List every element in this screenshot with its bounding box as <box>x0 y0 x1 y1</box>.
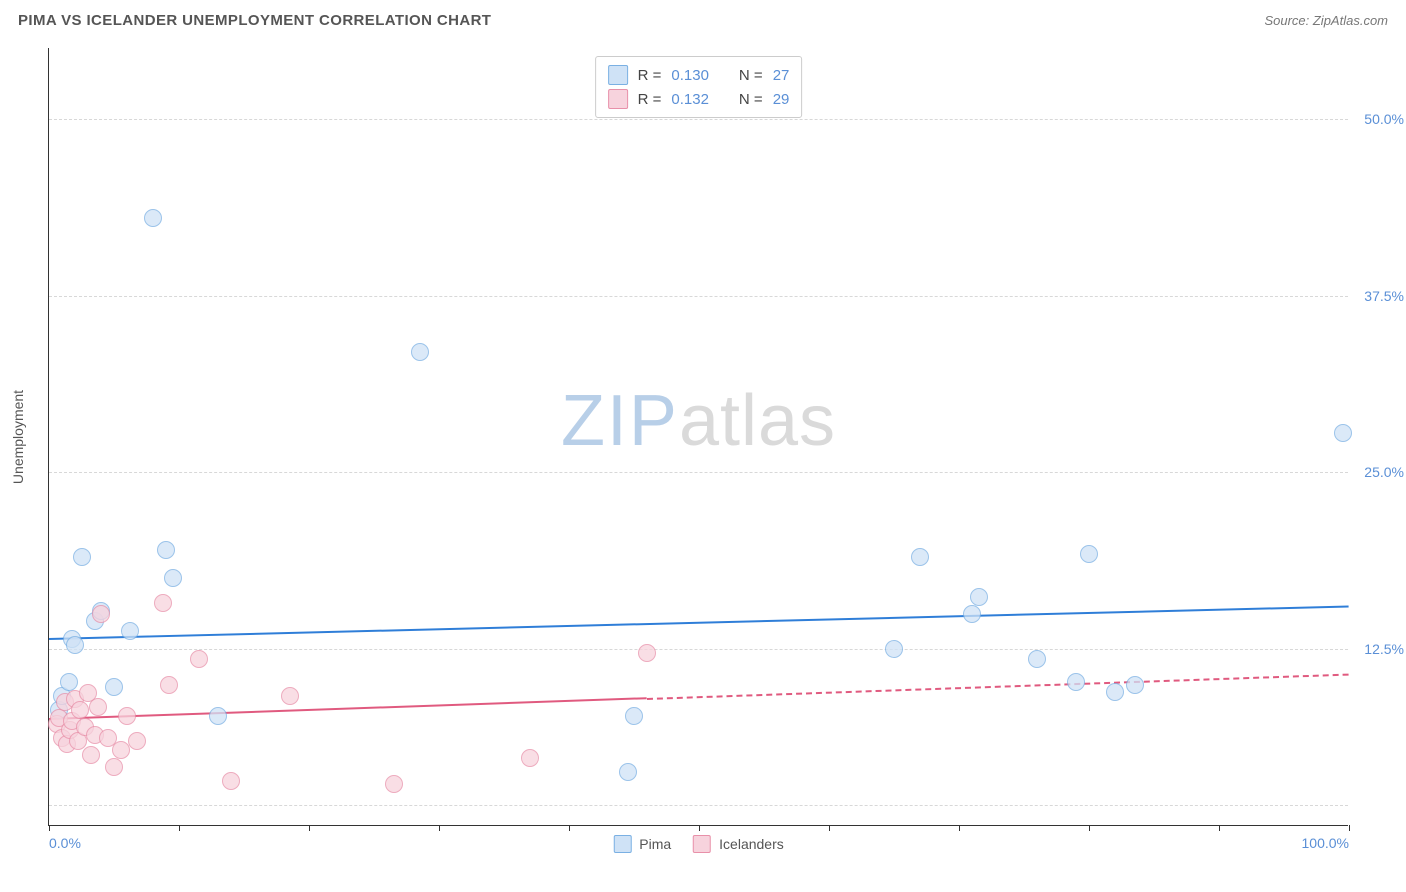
plot-region: ZIPatlas R =0.130N =27R =0.132N =29 Pima… <box>48 48 1348 826</box>
legend-series-item: Pima <box>613 835 671 853</box>
gridline <box>49 119 1348 120</box>
data-point-icelanders <box>128 732 146 750</box>
data-point-pima <box>1126 676 1144 694</box>
x-tick <box>959 825 960 831</box>
watermark: ZIPatlas <box>561 380 836 462</box>
legend-swatch <box>613 835 631 853</box>
legend-correlation: R = 0.130 N = 27 R = 0.132 N = 29 <box>595 56 803 118</box>
gridline <box>49 472 1348 473</box>
data-point-pima <box>157 541 175 559</box>
x-tick <box>1219 825 1220 831</box>
chart-area: Unemployment ZIPatlas R =0.130N =27R =0.… <box>48 48 1348 826</box>
legend-series-label: Icelanders <box>719 836 784 852</box>
legend-swatch <box>608 65 628 85</box>
data-point-icelanders <box>190 650 208 668</box>
legend-n-label: N = <box>739 67 763 84</box>
legend-swatch <box>693 835 711 853</box>
data-point-pima <box>1106 683 1124 701</box>
chart-title: PIMA VS ICELANDER UNEMPLOYMENT CORRELATI… <box>18 12 491 29</box>
x-tick <box>829 825 830 831</box>
data-point-icelanders <box>154 594 172 612</box>
data-point-pima <box>970 588 988 606</box>
data-point-pima <box>625 707 643 725</box>
data-point-icelanders <box>160 676 178 694</box>
data-point-pima <box>66 636 84 654</box>
data-point-icelanders <box>222 772 240 790</box>
data-point-pima <box>885 640 903 658</box>
data-point-icelanders <box>118 707 136 725</box>
legend-swatch <box>608 89 628 109</box>
trend-line-icelanders-dashed <box>647 673 1349 699</box>
data-point-icelanders <box>105 758 123 776</box>
y-axis-label: Unemployment <box>10 390 26 484</box>
data-point-pima <box>209 707 227 725</box>
legend-series-item: Icelanders <box>693 835 784 853</box>
data-point-pima <box>411 343 429 361</box>
data-point-icelanders <box>112 741 130 759</box>
data-point-pima <box>105 678 123 696</box>
legend-series-label: Pima <box>639 836 671 852</box>
watermark-zip: ZIP <box>561 381 679 461</box>
data-point-pima <box>1028 650 1046 668</box>
y-tick-label: 12.5% <box>1354 641 1404 657</box>
legend-r-value: 0.130 <box>671 67 709 84</box>
data-point-pima <box>1080 545 1098 563</box>
trend-line-icelanders <box>49 698 647 721</box>
data-point-pima <box>164 569 182 587</box>
x-tick <box>1349 825 1350 831</box>
data-point-pima <box>60 673 78 691</box>
data-point-pima <box>1067 673 1085 691</box>
legend-correlation-row: R = 0.130 N = 27 <box>608 63 790 87</box>
data-point-pima <box>911 548 929 566</box>
gridline <box>49 805 1348 806</box>
legend-r-label: R = <box>638 67 662 84</box>
x-tick <box>569 825 570 831</box>
x-tick <box>179 825 180 831</box>
y-tick-label: 25.0% <box>1354 464 1404 480</box>
data-point-pima <box>121 622 139 640</box>
data-point-pima <box>73 548 91 566</box>
legend-series: Pima Icelanders <box>613 835 784 853</box>
x-tick <box>49 825 50 831</box>
legend-n-value: 27 <box>773 67 790 84</box>
data-point-pima <box>963 605 981 623</box>
trend-line-pima <box>49 605 1349 640</box>
legend-n-value: 29 <box>773 91 790 108</box>
data-point-pima <box>619 763 637 781</box>
gridline <box>49 649 1348 650</box>
x-tick <box>439 825 440 831</box>
legend-n-label: N = <box>739 91 763 108</box>
y-tick-label: 50.0% <box>1354 111 1404 127</box>
x-tick <box>309 825 310 831</box>
y-tick-label: 37.5% <box>1354 288 1404 304</box>
data-point-icelanders <box>71 701 89 719</box>
legend-correlation-row: R = 0.132 N = 29 <box>608 87 790 111</box>
data-point-pima <box>1334 424 1352 442</box>
data-point-icelanders <box>638 644 656 662</box>
x-tick <box>699 825 700 831</box>
data-point-icelanders <box>82 746 100 764</box>
data-point-icelanders <box>385 775 403 793</box>
data-point-pima <box>144 209 162 227</box>
legend-r-value: 0.132 <box>671 91 709 108</box>
data-point-icelanders <box>281 687 299 705</box>
data-point-icelanders <box>521 749 539 767</box>
gridline <box>49 296 1348 297</box>
watermark-atlas: atlas <box>679 381 836 461</box>
data-point-icelanders <box>89 698 107 716</box>
data-point-icelanders <box>92 605 110 623</box>
legend-r-label: R = <box>638 91 662 108</box>
x-tick-label: 0.0% <box>49 835 81 851</box>
chart-header: PIMA VS ICELANDER UNEMPLOYMENT CORRELATI… <box>0 0 1406 35</box>
chart-source: Source: ZipAtlas.com <box>1264 13 1388 28</box>
x-tick <box>1089 825 1090 831</box>
x-tick-label: 100.0% <box>1302 835 1349 851</box>
